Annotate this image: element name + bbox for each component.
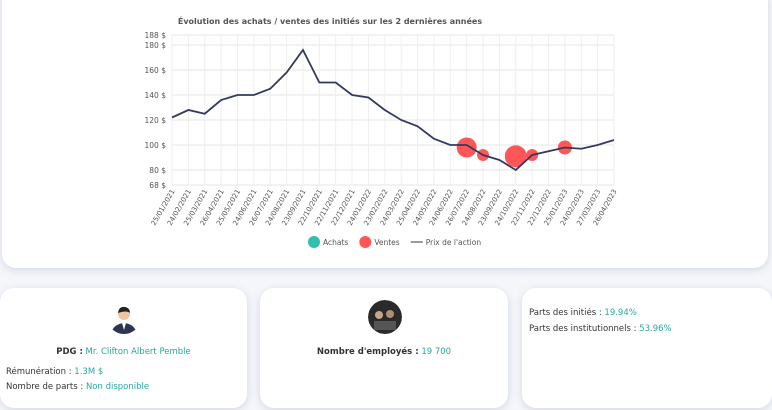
ownership-card: Parts des initiés : 19.94% Parts des ins… <box>522 288 772 408</box>
y-tick-label: 80 $ <box>149 166 166 175</box>
price-line <box>171 48 615 172</box>
y-tick-label: 120 $ <box>145 116 167 125</box>
shares: Non disponible <box>85 382 150 392</box>
insiders-label: Parts des initiés : <box>529 308 602 318</box>
avatar <box>107 300 141 334</box>
y-tick-label: 188 $ <box>145 31 167 40</box>
chart: Évolution des achats / ventes des initié… <box>145 15 619 248</box>
y-tick-label: 140 $ <box>145 91 167 100</box>
legend-label: Ventes <box>374 238 399 247</box>
legend-swatch <box>308 236 320 248</box>
ceo-card: PDG : Mr. Clifton Albert Pemble Rémunéra… <box>0 288 247 408</box>
ceo-label: PDG : <box>56 347 83 357</box>
chart-title: Évolution des achats / ventes des initié… <box>178 15 482 26</box>
y-tick-label: 180 $ <box>145 41 167 50</box>
avatar <box>368 300 402 334</box>
legend-swatch <box>359 236 372 248</box>
shares-label: Nombre de parts : <box>6 382 84 392</box>
y-tick-label: 68 $ <box>149 181 166 190</box>
employees: 19 700 <box>421 347 452 357</box>
pay-label: Rémunération : <box>6 367 72 377</box>
employees-card: Nombre d'employés : 19 700 <box>260 288 508 408</box>
chart-card: Évolution des achats / ventes des initié… <box>2 0 768 268</box>
legend-label: Prix de l'action <box>426 238 482 247</box>
y-tick-label: 160 $ <box>145 66 167 75</box>
insiders: 19.94% <box>604 308 637 318</box>
employees-label: Nombre d'employés : <box>316 347 419 357</box>
pay: 1.3M $ <box>74 367 104 377</box>
bubble <box>456 137 477 158</box>
legend-label: Achats <box>323 238 348 247</box>
institutions: 53.96% <box>639 324 672 334</box>
institutions-label: Parts des institutionnels : <box>529 324 637 334</box>
ceo-name: Mr. Clifton Albert Pemble <box>85 347 191 357</box>
y-tick-label: 100 $ <box>145 141 167 150</box>
bubble <box>504 145 527 168</box>
